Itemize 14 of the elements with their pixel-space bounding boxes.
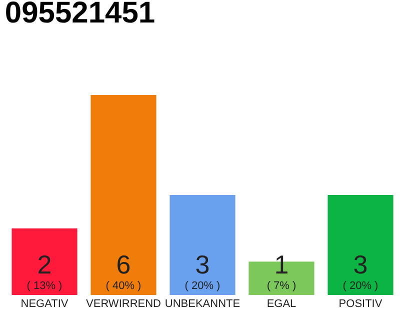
x-tick-label: POSITIV xyxy=(338,298,383,310)
bar xyxy=(328,195,394,295)
bar xyxy=(170,195,236,295)
x-tick-label: NEGATIV xyxy=(20,298,69,310)
bar xyxy=(90,95,156,295)
data-label: 2 ( 13% ) xyxy=(26,249,62,292)
x-tick-label: UNBEKANNTE xyxy=(164,298,240,310)
x-tick-label: VERWIRREND xyxy=(86,298,162,310)
bar xyxy=(12,228,78,295)
chart-title: 095521451 xyxy=(4,0,156,30)
data-label: 3 ( 20% ) xyxy=(342,249,378,292)
data-label: 3 ( 20% ) xyxy=(184,249,220,292)
data-label: 6 ( 40% ) xyxy=(106,249,142,292)
x-tick-label: EGAL xyxy=(266,298,296,310)
